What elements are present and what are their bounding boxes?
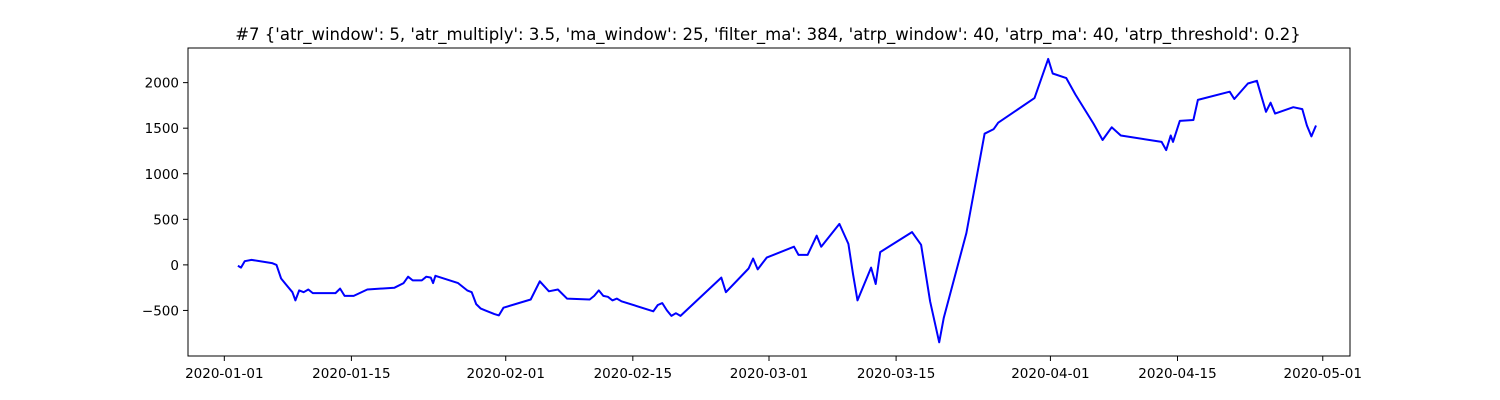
y-tick-label: 2000 [145, 76, 179, 92]
x-tick-label: 2020-04-15 [1138, 366, 1216, 382]
x-tick-label: 2020-03-15 [857, 366, 935, 382]
y-tick-label: −500 [142, 303, 179, 319]
y-tick-label: 1000 [145, 167, 179, 183]
chart-title: #7 {'atr_window': 5, 'atr_multiply': 3.5… [235, 25, 1301, 45]
plot-frame [187, 47, 1351, 357]
x-tick-label: 2020-02-01 [467, 366, 545, 382]
x-tick-label: 2020-04-01 [1011, 366, 1089, 382]
y-axis: −500 0 500 1000 1500 2000 [142, 76, 188, 319]
series-line [237, 57, 1317, 344]
y-tick-label: 500 [153, 212, 179, 228]
plot-area [188, 48, 1350, 356]
y-tick-label: 1500 [145, 121, 179, 137]
y-tick-label: 0 [170, 258, 179, 274]
x-tick-label: 2020-03-01 [730, 366, 808, 382]
x-tick-label: 2020-05-01 [1284, 366, 1362, 382]
x-tick-label: 2020-01-15 [312, 366, 390, 382]
series-layer [237, 57, 1317, 344]
x-tick-label: 2020-02-15 [594, 366, 672, 382]
x-tick-label: 2020-01-01 [185, 366, 263, 382]
x-axis: 2020-01-01 2020-01-15 2020-02-01 2020-02-15… [185, 356, 1362, 382]
